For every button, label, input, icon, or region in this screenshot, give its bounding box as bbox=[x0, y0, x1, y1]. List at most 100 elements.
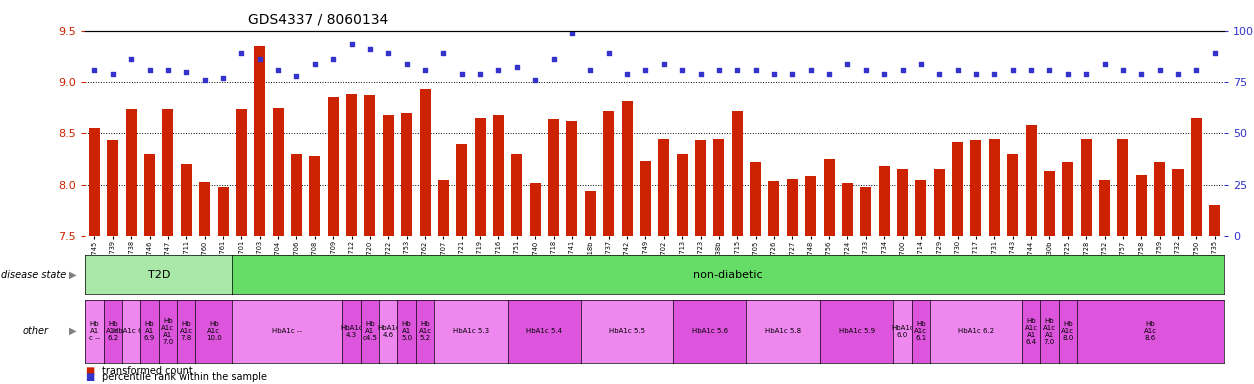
Point bbox=[838, 61, 858, 67]
Point bbox=[177, 69, 197, 75]
Bar bbox=[1172, 169, 1184, 236]
Text: Hb
A1c
6.2: Hb A1c 6.2 bbox=[107, 321, 119, 341]
Bar bbox=[769, 181, 780, 236]
Point bbox=[910, 61, 930, 67]
Text: HbA1c --: HbA1c -- bbox=[272, 328, 302, 334]
Point bbox=[1058, 71, 1078, 77]
Bar bbox=[732, 111, 742, 236]
Point bbox=[507, 64, 527, 70]
Bar bbox=[255, 46, 266, 236]
Point bbox=[1186, 67, 1206, 73]
Bar bbox=[677, 154, 687, 236]
Bar bbox=[603, 111, 614, 236]
Bar bbox=[181, 164, 192, 236]
Point bbox=[489, 67, 509, 73]
Point bbox=[213, 75, 233, 81]
Point bbox=[139, 67, 159, 73]
Bar bbox=[236, 109, 247, 236]
Bar bbox=[125, 109, 137, 236]
Point bbox=[948, 67, 968, 73]
Point bbox=[122, 56, 142, 63]
Point bbox=[746, 67, 766, 73]
Bar bbox=[989, 139, 999, 236]
Bar bbox=[1117, 139, 1129, 236]
Text: non-diabetic: non-diabetic bbox=[693, 270, 762, 280]
Point bbox=[636, 67, 656, 73]
Bar bbox=[1209, 205, 1220, 236]
Bar bbox=[1081, 139, 1092, 236]
Point bbox=[966, 71, 986, 77]
Text: Hb
A1c
8.6: Hb A1c 8.6 bbox=[1144, 321, 1157, 341]
Bar bbox=[658, 139, 670, 236]
Point bbox=[360, 46, 380, 52]
Text: HbA1c 5.5: HbA1c 5.5 bbox=[609, 328, 645, 334]
Bar bbox=[89, 128, 100, 236]
Point bbox=[727, 67, 747, 73]
Bar bbox=[879, 166, 889, 236]
Text: Hb
A1c
6.1: Hb A1c 6.1 bbox=[914, 321, 928, 341]
Text: Hb
A1c
5.2: Hb A1c 5.2 bbox=[419, 321, 431, 341]
Text: HbA1c 5.3: HbA1c 5.3 bbox=[453, 328, 489, 334]
Text: HbA1c 5.9: HbA1c 5.9 bbox=[839, 328, 875, 334]
Bar bbox=[456, 144, 468, 236]
Bar bbox=[786, 179, 798, 236]
Bar bbox=[971, 140, 982, 236]
Bar bbox=[897, 169, 908, 236]
Point bbox=[1095, 61, 1115, 67]
Point bbox=[929, 71, 949, 77]
Point bbox=[819, 71, 839, 77]
Bar bbox=[512, 154, 523, 236]
Text: disease state: disease state bbox=[1, 270, 66, 280]
Point bbox=[691, 71, 711, 77]
Text: Hb
A1c
8.0: Hb A1c 8.0 bbox=[1061, 321, 1075, 341]
Text: Hb
A1
5.0: Hb A1 5.0 bbox=[401, 321, 413, 341]
Bar bbox=[750, 162, 761, 236]
Point bbox=[396, 61, 416, 67]
Bar bbox=[915, 180, 927, 236]
Bar bbox=[805, 175, 816, 236]
Bar bbox=[365, 96, 375, 236]
Text: ▶: ▶ bbox=[69, 270, 76, 280]
Point bbox=[653, 61, 673, 67]
Point bbox=[341, 41, 361, 47]
Point bbox=[103, 71, 123, 77]
Point bbox=[379, 50, 399, 56]
Bar bbox=[567, 121, 577, 236]
Bar bbox=[144, 154, 155, 236]
Point bbox=[874, 71, 894, 77]
Point bbox=[451, 71, 472, 77]
Bar bbox=[695, 140, 706, 236]
Text: HbA1c 6.8: HbA1c 6.8 bbox=[113, 328, 149, 334]
Text: Hb
A1c
7.8: Hb A1c 7.8 bbox=[179, 321, 193, 341]
Point bbox=[286, 73, 306, 79]
Text: Hb
A1
6.9: Hb A1 6.9 bbox=[144, 321, 155, 341]
Text: other: other bbox=[23, 326, 49, 336]
Point bbox=[84, 67, 104, 73]
Bar bbox=[1136, 174, 1146, 236]
Bar bbox=[1062, 162, 1073, 236]
Bar bbox=[438, 180, 449, 236]
Point bbox=[1076, 71, 1096, 77]
Bar bbox=[548, 119, 559, 236]
Bar bbox=[199, 182, 211, 236]
Point bbox=[1112, 67, 1132, 73]
Bar bbox=[382, 115, 394, 236]
Bar bbox=[291, 154, 302, 236]
Bar bbox=[327, 98, 339, 236]
Point bbox=[1003, 67, 1023, 73]
Point bbox=[581, 67, 601, 73]
Point bbox=[893, 67, 913, 73]
Text: HbA1c
4.3: HbA1c 4.3 bbox=[340, 325, 362, 338]
Bar bbox=[346, 94, 357, 236]
Bar bbox=[493, 115, 504, 236]
Point bbox=[562, 30, 582, 36]
Text: Hb
A1c
10.0: Hb A1c 10.0 bbox=[206, 321, 222, 341]
Text: Hb
A1
c --: Hb A1 c -- bbox=[89, 321, 100, 341]
Text: ■: ■ bbox=[85, 366, 94, 376]
Text: percentile rank within the sample: percentile rank within the sample bbox=[102, 372, 267, 382]
Bar bbox=[1007, 154, 1018, 236]
Bar bbox=[217, 187, 228, 236]
Point bbox=[231, 50, 251, 56]
Point bbox=[672, 67, 692, 73]
Bar bbox=[622, 101, 632, 236]
